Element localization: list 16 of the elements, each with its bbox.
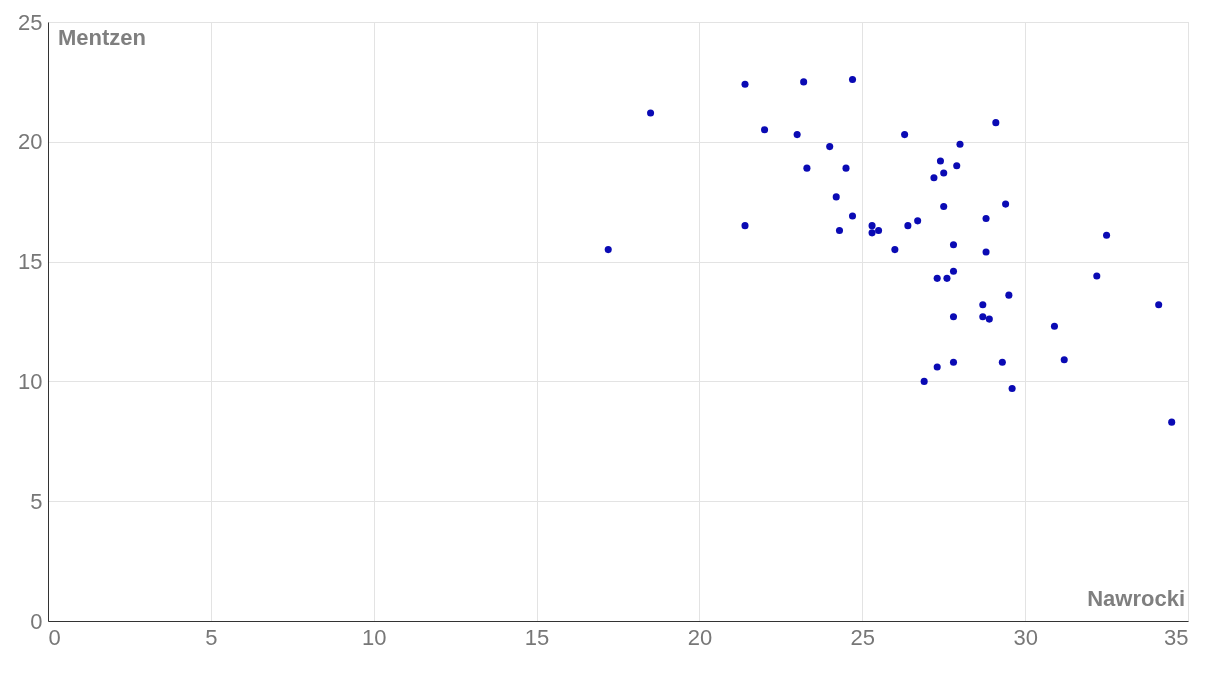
x-axis-title: Nawrocki xyxy=(1087,586,1185,611)
x-tick-label: 25 xyxy=(850,624,876,650)
y-axis-title: Mentzen xyxy=(58,25,146,50)
x-tick-label: 35 xyxy=(1164,624,1189,650)
y-tick-label: 20 xyxy=(18,129,43,155)
y-tick-label: 10 xyxy=(18,368,43,394)
y-tick-label: 0 xyxy=(30,608,43,634)
y-tick-label: 15 xyxy=(18,249,43,275)
x-tick-label: 5 xyxy=(205,624,218,650)
x-tick-label: 30 xyxy=(1013,624,1038,650)
y-tick-label: 5 xyxy=(30,488,43,514)
x-tick-label: 20 xyxy=(687,624,713,650)
x-tick-label: 10 xyxy=(361,624,387,650)
x-tick-label: 0 xyxy=(48,624,61,650)
x-tick-label: 15 xyxy=(524,624,550,650)
y-tick-label: 25 xyxy=(18,9,43,35)
